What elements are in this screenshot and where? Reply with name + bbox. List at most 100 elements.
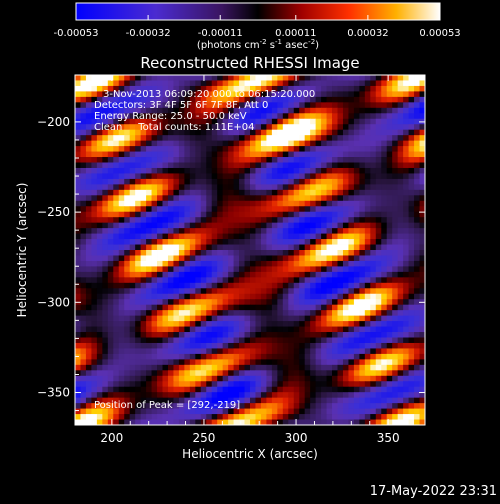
heatmap-cell: [239, 403, 245, 409]
heatmap-cell: [173, 75, 180, 81]
heatmap-cell: [364, 178, 371, 185]
heatmap-cell: [403, 310, 409, 317]
heatmap-cell: [118, 113, 125, 120]
heatmap-cell: [118, 85, 125, 92]
heatmap-cell: [178, 162, 185, 169]
heatmap-cell: [364, 75, 371, 81]
heatmap-cell: [293, 392, 300, 399]
heatmap-cell: [75, 321, 81, 327]
heatmap-cell: [96, 260, 103, 267]
heatmap-cell: [321, 364, 327, 371]
heatmap-cell: [250, 419, 256, 425]
heatmap-cell: [85, 96, 92, 103]
heatmap-cell: [342, 293, 349, 300]
heatmap-cell: [250, 157, 256, 163]
heatmap-cell: [348, 140, 355, 147]
heatmap-cell: [239, 206, 245, 213]
heatmap-cell: [222, 233, 229, 240]
heatmap-cell: [118, 151, 125, 158]
heatmap-cell: [173, 96, 180, 103]
heatmap-cell: [299, 96, 306, 103]
heatmap-cell: [140, 260, 147, 267]
heatmap-cell: [75, 184, 81, 191]
heatmap-cell: [375, 277, 382, 284]
heatmap-cell: [228, 75, 234, 81]
heatmap-cell: [162, 288, 169, 295]
heatmap-cell: [140, 381, 147, 388]
heatmap-cell: [321, 299, 327, 306]
heatmap-cell: [392, 304, 399, 311]
heatmap-cell: [184, 178, 191, 185]
heatmap-cell: [342, 392, 349, 399]
heatmap-cell: [255, 370, 262, 377]
heatmap-cell: [348, 200, 355, 207]
heatmap-cell: [299, 85, 306, 92]
heatmap-cell: [75, 342, 81, 349]
heatmap-cell: [167, 178, 174, 185]
heatmap-cell: [140, 255, 147, 262]
heatmap-cell: [392, 80, 399, 87]
heatmap-cell: [408, 129, 415, 136]
heatmap-cell: [255, 167, 262, 174]
heatmap-cell: [96, 392, 103, 399]
heatmap-cell: [206, 162, 213, 169]
heatmap-cell: [146, 408, 152, 415]
heatmap-cell: [140, 244, 147, 251]
heatmap-cell: [244, 80, 251, 87]
heatmap-cell: [326, 408, 333, 415]
heatmap-cell: [271, 157, 278, 163]
heatmap-cell: [386, 321, 393, 327]
heatmap-cell: [157, 135, 163, 142]
heatmap-cell: [173, 113, 180, 120]
heatmap-cell: [326, 146, 333, 152]
heatmap-cell: [151, 167, 158, 174]
heatmap-cell: [206, 386, 213, 393]
heatmap-cell: [381, 195, 388, 202]
heatmap-cell: [310, 288, 317, 295]
heatmap-cell: [419, 255, 425, 262]
heatmap-cell: [107, 211, 114, 218]
heatmap-cell: [348, 397, 355, 404]
heatmap-cell: [381, 250, 388, 256]
heatmap-cell: [359, 326, 366, 333]
heatmap-cell: [392, 222, 399, 229]
heatmap-cell: [337, 332, 344, 338]
heatmap-cell: [228, 189, 234, 196]
heatmap-cell: [299, 195, 306, 202]
heatmap-cell: [288, 107, 295, 114]
heatmap-cell: [397, 282, 404, 289]
heatmap-cell: [342, 288, 349, 295]
heatmap-cell: [403, 157, 409, 163]
heatmap-cell: [135, 288, 142, 295]
heatmap-cell: [304, 228, 311, 234]
heatmap-cell: [337, 135, 344, 142]
heatmap-cell: [211, 167, 218, 174]
heatmap-cell: [135, 414, 142, 420]
heatmap-cell: [353, 277, 360, 284]
heatmap-cell: [167, 408, 174, 415]
heatmap-cell: [282, 293, 289, 300]
heatmap-cell: [277, 96, 284, 103]
heatmap-cell: [282, 266, 289, 273]
heatmap-cell: [260, 408, 267, 415]
heatmap-cell: [326, 370, 333, 377]
heatmap-cell: [217, 91, 224, 98]
heatmap-cell: [304, 135, 311, 142]
heatmap-cell: [184, 91, 191, 98]
heatmap-cell: [75, 419, 81, 425]
heatmap-cell: [408, 370, 415, 377]
heatmap-cell: [80, 321, 87, 327]
heatmap-cell: [337, 211, 344, 218]
heatmap-cell: [375, 239, 382, 245]
heatmap-cell: [315, 353, 322, 360]
heatmap-cell: [414, 353, 420, 360]
heatmap-cell: [332, 375, 338, 382]
heatmap-cell: [124, 206, 131, 213]
heatmap-cell: [151, 217, 158, 224]
heatmap-cell: [282, 332, 289, 338]
heatmap-cell: [244, 288, 251, 295]
heatmap-cell: [206, 271, 213, 278]
heatmap-cell: [75, 397, 81, 404]
heatmap-cell: [178, 277, 185, 284]
heatmap-cell: [244, 206, 251, 213]
